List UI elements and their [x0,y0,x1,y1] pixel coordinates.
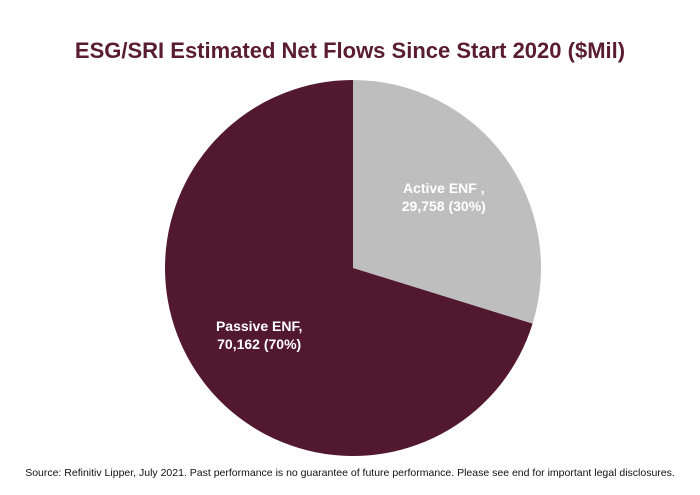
pie-label-active: Active ENF , 29,758 (30%) [402,180,486,214]
pie-labels: Active ENF , 29,758 (30%) Passive ENF, 70,1… [216,180,486,352]
pie-label-name: Passive ENF, [216,318,302,334]
pie-label-value: 29,758 (30%) [402,198,486,214]
chart-title: ESG/SRI Estimated Net Flows Since Start … [74,38,626,63]
pie-slice-passive [164,80,533,457]
pie-slices [164,80,541,457]
pie-label-passive: Passive ENF, 70,162 (70%) [216,318,302,352]
pie-label-value: 70,162 (70%) [217,336,301,352]
source-note: Source: Refinitiv Lipper, July 2021. Pas… [25,467,675,479]
pie-label-name: Active ENF , [403,180,485,196]
pie-slice-active [353,80,541,324]
